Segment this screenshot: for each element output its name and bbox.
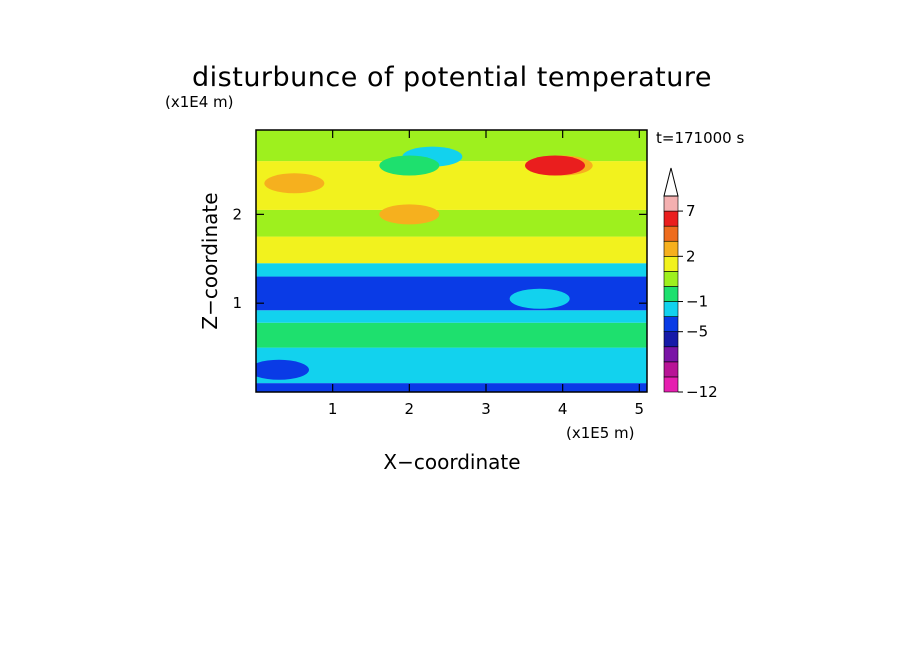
y-tick-label: 1 (232, 294, 242, 312)
plot-frame (255, 129, 648, 393)
contour-band (256, 310, 647, 323)
y-tick-labels: 12 (232, 205, 242, 312)
contour-feature (264, 173, 325, 194)
contour-band (256, 383, 647, 392)
colorbar-segment (663, 316, 679, 332)
colorbar-segment (663, 271, 679, 287)
contour-feature (379, 155, 440, 176)
plot-area (255, 129, 648, 393)
contour-band (256, 263, 647, 277)
contour-feature (379, 204, 440, 225)
colorbar-tick-label: −5 (686, 323, 708, 341)
colorbar-segment (663, 256, 679, 272)
colorbar-segment (663, 376, 679, 393)
contour-band (256, 236, 647, 264)
contour-band (256, 347, 647, 384)
contour-field (256, 130, 647, 392)
colorbar-tick-label: −1 (686, 293, 708, 311)
colorbar: 7 2 −1 −5 −12 (663, 167, 718, 401)
x-axis-label: X−coordinate (383, 450, 520, 474)
x-tick-label: 5 (635, 400, 645, 418)
x-tick-labels: 1 2 3 4 5 (328, 400, 644, 418)
colorbar-segment (663, 210, 679, 227)
chart-title: disturbunce of potential temperature (192, 62, 712, 93)
y-axis-unit: (x1E4 m) (165, 93, 234, 111)
x-tick-label: 4 (558, 400, 568, 418)
colorbar-segment (663, 195, 679, 212)
colorbar-segment (663, 346, 679, 363)
time-label: t=171000 s (656, 129, 744, 147)
x-tick-label: 1 (328, 400, 338, 418)
x-axis-unit: (x1E5 m) (566, 424, 635, 442)
contour-band (256, 276, 647, 311)
colorbar-tick-label: 2 (686, 247, 696, 265)
x-tick-label: 3 (481, 400, 491, 418)
contour-feature (525, 155, 585, 176)
contour-feature (256, 359, 309, 380)
contour-band (256, 322, 647, 348)
colorbar-segment (663, 286, 679, 302)
colorbar-tick-label: −12 (686, 383, 718, 401)
colorbar-segment (663, 331, 679, 348)
colorbar-segment (663, 361, 679, 378)
axis-ticks (256, 130, 647, 392)
colorbar-tick-label: 7 (686, 202, 696, 220)
colorbar-extend-arrow (663, 167, 679, 197)
x-tick-label: 2 (405, 400, 415, 418)
y-axis-label: Z−coordinate (198, 192, 222, 329)
colorbar-segment (663, 301, 679, 317)
colorbar-segment (663, 225, 679, 242)
colorbar-segment (663, 240, 679, 257)
contour-band (256, 209, 647, 237)
y-tick-label: 2 (232, 205, 242, 223)
contour-feature (509, 288, 570, 309)
